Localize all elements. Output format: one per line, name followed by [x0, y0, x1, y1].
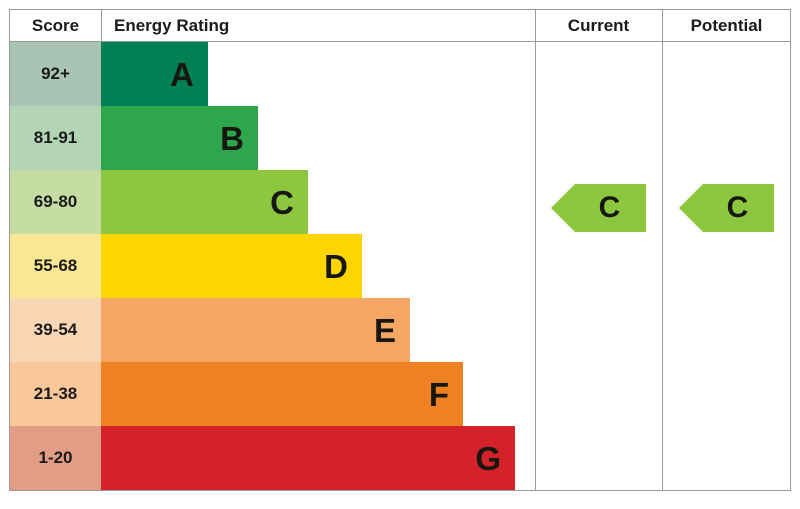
epc-energy-rating-chart: Score Energy Rating Current Potential 92… — [9, 9, 791, 491]
rating-bar-e: E — [101, 298, 410, 362]
score-range-cell: 39-54 — [10, 298, 101, 362]
rating-bar-d: D — [101, 234, 362, 298]
rating-band-row: 1-20 G — [10, 426, 790, 490]
score-range-cell: 92+ — [10, 42, 101, 106]
rating-band-row: 81-91 B — [10, 106, 790, 170]
rating-bar-g: G — [101, 426, 515, 490]
rating-bar-b: B — [101, 106, 258, 170]
score-range-cell: 1-20 — [10, 426, 101, 490]
rating-bar-a: A — [101, 42, 208, 106]
table-header-row: Score Energy Rating Current Potential — [10, 10, 790, 42]
column-header-score: Score — [31, 16, 80, 35]
rating-band-row: 55-68 D — [10, 234, 790, 298]
score-range-cell: 55-68 — [10, 234, 101, 298]
rating-band-row: 39-54 E — [10, 298, 790, 362]
score-range-cell: 69-80 — [10, 170, 101, 234]
column-divider-potential — [662, 10, 663, 490]
rating-bar-c: C — [101, 170, 308, 234]
column-header-potential: Potential — [690, 16, 763, 35]
column-divider-current — [535, 10, 536, 490]
score-range-cell: 81-91 — [10, 106, 101, 170]
column-header-current: Current — [567, 16, 630, 35]
rating-band-row: 21-38 F — [10, 362, 790, 426]
score-range-cell: 21-38 — [10, 362, 101, 426]
rating-bands-list: 92+ A 81-91 B 69-80 C 55-68 D 39-54 E 21-38 F 1-20 G — [10, 42, 790, 490]
column-header-energy-rating: Energy Rating — [114, 16, 230, 35]
rating-bar-f: F — [101, 362, 463, 426]
rating-band-row: 92+ A — [10, 42, 790, 106]
rating-band-row: 69-80 C — [10, 170, 790, 234]
